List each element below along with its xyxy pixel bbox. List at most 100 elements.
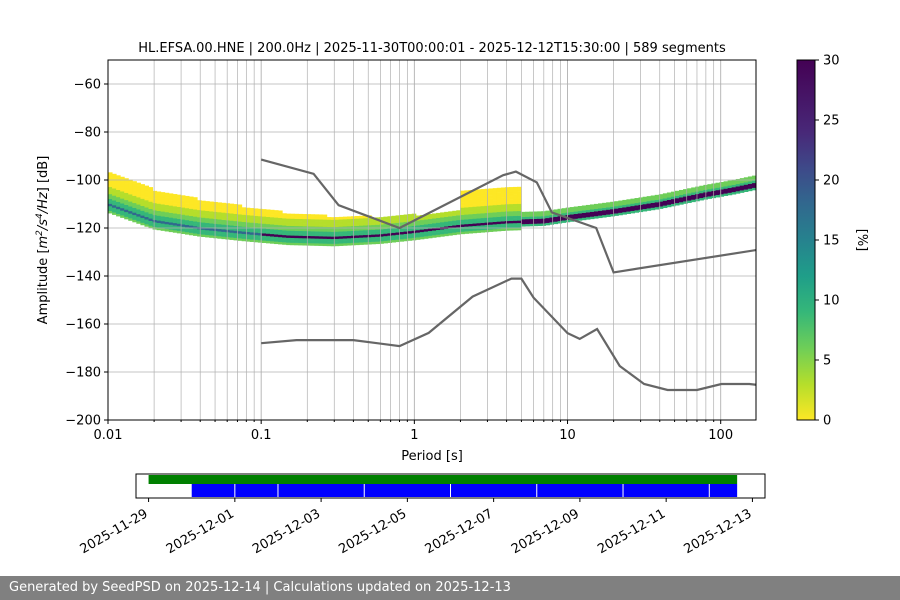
heatmap-cell [735, 186, 741, 189]
heatmap-cell [695, 191, 700, 195]
heatmap-cell [261, 225, 267, 229]
y-tick-label: −200 [65, 414, 101, 429]
heatmap-cell [476, 227, 482, 231]
heatmap-cell [484, 188, 490, 192]
heatmap-cell [128, 182, 133, 185]
heatmap-cell [468, 194, 473, 198]
heatmap-cell [480, 193, 486, 197]
heatmap-cell [727, 190, 733, 193]
heatmap-cell [318, 214, 324, 218]
heatmap-cell [545, 213, 550, 216]
heatmap-cell [415, 234, 421, 238]
heatmap-cell [306, 240, 311, 244]
heatmap-cell [213, 221, 218, 224]
heatmap-cell [508, 213, 514, 217]
heatmap-cell [581, 205, 587, 209]
heatmap-cell [427, 230, 433, 234]
heatmap-cell [249, 217, 255, 221]
heatmap-cell [225, 234, 230, 238]
heatmap-cell [124, 195, 129, 198]
heatmap-cell [164, 197, 170, 201]
heatmap-cell [504, 187, 510, 190]
heatmap-cell [205, 227, 210, 231]
heatmap-cell [302, 230, 307, 234]
heatmap-cell [168, 212, 174, 216]
heatmap-cell [610, 204, 615, 207]
heatmap-cell [387, 225, 392, 229]
heatmap-cell [496, 219, 502, 222]
heatmap-cell [257, 237, 263, 241]
heatmap-cell [594, 213, 599, 217]
heatmap-cell [197, 202, 202, 206]
heatmap-cell [464, 219, 469, 222]
heatmap-cell [553, 219, 559, 222]
heatmap-cell [508, 199, 514, 202]
heatmap-cell [739, 182, 745, 186]
heatmap-cell [270, 219, 275, 223]
x-tick-label: 0.01 [94, 428, 123, 443]
heatmap-cell [585, 216, 591, 220]
heatmap-cell [286, 235, 291, 238]
heatmap-cell [472, 194, 478, 198]
heatmap-cell [399, 238, 405, 242]
heatmap-cell [225, 236, 230, 240]
heatmap-cell [257, 223, 263, 226]
heatmap-cell [452, 213, 457, 216]
heatmap-cell [282, 215, 287, 219]
heatmap-cell [156, 225, 162, 228]
heatmap-cell [176, 230, 182, 234]
heatmap-cell [217, 204, 222, 208]
heatmap-cell [326, 219, 332, 223]
heatmap-cell [306, 214, 311, 217]
heatmap-cell [626, 201, 631, 205]
heatmap-cell [618, 205, 623, 209]
heatmap-cell [108, 201, 113, 204]
heatmap-cell [229, 215, 235, 219]
heatmap-cell [302, 238, 307, 241]
heatmap-cell [330, 221, 336, 225]
heatmap-cell [432, 215, 437, 219]
heatmap-cell [432, 235, 437, 238]
heatmap-cell [468, 218, 473, 222]
heatmap-cell [419, 217, 425, 221]
heatmap-cell [140, 220, 145, 223]
heatmap-cell [460, 219, 465, 223]
heatmap-cell [691, 187, 696, 191]
heatmap-cell [209, 223, 214, 226]
heatmap-cell [460, 202, 465, 206]
heatmap-cell [221, 214, 226, 218]
heatmap-cell [132, 197, 137, 201]
heatmap-cell [359, 227, 364, 231]
heatmap-cell [209, 203, 214, 207]
heatmap-cell [391, 227, 397, 231]
heatmap-cell [229, 232, 235, 236]
heatmap-cell [715, 182, 721, 186]
heatmap-cell [136, 204, 141, 207]
heatmap-cell [383, 228, 388, 232]
heatmap-cell [654, 204, 660, 208]
heatmap-cell [322, 231, 328, 235]
heatmap-cell [371, 231, 376, 235]
colorbar-tick-label: 30 [823, 54, 840, 69]
heatmap-cell [221, 224, 226, 228]
heatmap-cell [193, 209, 198, 212]
heatmap-cell [517, 222, 522, 226]
heatmap-cell [346, 238, 352, 241]
heatmap-cell [209, 230, 214, 234]
heatmap-cell [460, 229, 465, 232]
heatmap-cell [140, 200, 145, 204]
heatmap-cell [484, 224, 490, 228]
heatmap-cell [488, 188, 494, 192]
heatmap-cell [180, 214, 186, 218]
heatmap-cell [168, 224, 174, 228]
heatmap-cell [237, 218, 243, 222]
heatmap-cell [423, 228, 429, 232]
heatmap-cell [355, 223, 360, 226]
heatmap-cell [144, 202, 149, 206]
heatmap-cell [662, 198, 668, 201]
heatmap-cell [124, 178, 129, 181]
heatmap-cell [423, 214, 429, 218]
heatmap-cell [739, 178, 745, 181]
heatmap-cell [290, 220, 295, 224]
heatmap-cell [217, 207, 222, 210]
